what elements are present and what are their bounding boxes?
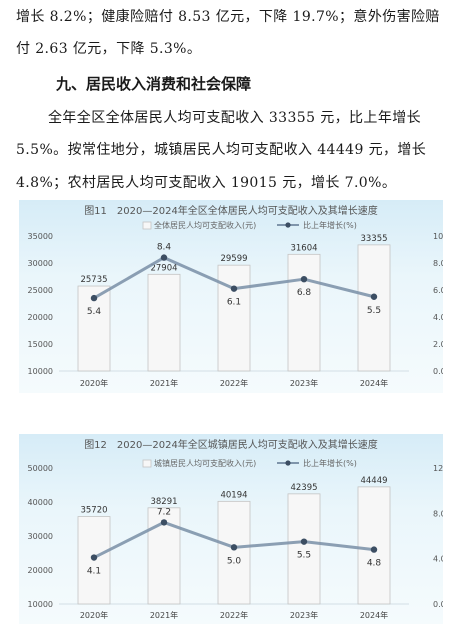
bar — [287, 253, 321, 372]
bar — [217, 264, 251, 372]
chart-figure-12: 图12 2020—2024年全区城镇居民人均可支配收入及其增长速度城镇居民人均可… — [19, 434, 443, 624]
bar-value-label: 42395 — [290, 483, 317, 493]
y-left-tick-label: 40000 — [28, 498, 53, 507]
chart-figure-11: 图11 2020—2024年全区全体居民人均可支配收入及其增长速度全体居民人均可… — [19, 200, 443, 393]
chart-12-svg: 图12 2020—2024年全区城镇居民人均可支配收入及其增长速度城镇居民人均可… — [28, 438, 443, 620]
chart-title: 图12 2020—2024年全区城镇居民人均可支配收入及其增长速度 — [84, 438, 378, 451]
y-left-tick-label: 30000 — [28, 532, 53, 541]
y-right-tick-label: 8.0 — [433, 509, 443, 518]
y-left-tick-label: 20000 — [28, 313, 53, 322]
y-left-tick-label: 10000 — [28, 367, 53, 376]
body-text-line-3: 全年全区全体居民人均可支配收入 33355 元，比上年增长 — [48, 110, 422, 126]
bar-value-label: 44449 — [360, 476, 387, 486]
y-right-tick-label: 6.0 — [433, 286, 443, 295]
line-value-label: 5.5 — [367, 306, 381, 316]
chart-11-svg: 图11 2020—2024年全区全体居民人均可支配收入及其增长速度全体居民人均可… — [28, 204, 443, 388]
line-point — [370, 546, 378, 553]
x-tick-label: 2023年 — [290, 378, 318, 388]
bar-value-label: 40194 — [220, 490, 247, 500]
x-tick-label: 2023年 — [290, 610, 318, 620]
y-left-tick-label: 15000 — [28, 340, 53, 349]
bar-value-label: 31604 — [290, 243, 317, 253]
bar — [357, 244, 391, 372]
line-value-label: 5.4 — [87, 307, 102, 317]
bar-value-label: 33355 — [360, 234, 387, 244]
bar — [147, 507, 181, 605]
y-left-tick-label: 20000 — [28, 566, 53, 575]
body-text-line-1: 增长 8.2%；健康险赔付 8.53 亿元，下降 19.7%；意外伤害险赔 — [16, 9, 440, 25]
bar — [217, 500, 251, 605]
line-point — [300, 538, 308, 545]
legend-bar-label: 全体居民人均可支配收入(元) — [154, 220, 256, 230]
line-value-label: 8.4 — [157, 243, 172, 253]
y-right-tick-label: 2.0 — [433, 340, 443, 349]
line-point — [370, 293, 378, 300]
chart-title: 图11 2020—2024年全区全体居民人均可支配收入及其增长速度 — [84, 204, 378, 217]
bar-value-label: 35720 — [80, 506, 107, 516]
line-point — [90, 294, 98, 302]
line-point — [230, 285, 238, 292]
x-tick-label: 2022年 — [220, 610, 248, 620]
bar-value-label: 25735 — [80, 275, 107, 285]
legend-bar-swatch — [142, 459, 152, 468]
legend-bar-swatch — [142, 221, 152, 230]
line-value-label: 6.8 — [297, 288, 312, 298]
line-value-label: 5.5 — [297, 551, 311, 561]
line-point — [160, 254, 168, 261]
x-tick-label: 2024年 — [360, 378, 388, 388]
line-value-label: 4.1 — [87, 567, 101, 577]
line-point — [160, 519, 168, 526]
legend-line-label: 比上年增长(%) — [303, 220, 357, 230]
y-left-tick-label: 30000 — [28, 259, 53, 268]
line-point — [300, 276, 308, 283]
bar — [287, 493, 321, 605]
body-text-line-2: 付 2.63 亿元，下降 5.3%。 — [16, 41, 202, 57]
bar — [357, 486, 391, 605]
legend-line-label: 比上年增长(%) — [303, 458, 357, 468]
legend-bar-label: 城镇居民人均可支配收入(元) — [154, 458, 256, 468]
line-value-label: 4.8 — [367, 559, 382, 569]
x-tick-label: 2021年 — [150, 610, 178, 620]
y-right-tick-label: 10.0 — [433, 232, 443, 241]
legend-line-marker — [285, 222, 291, 228]
bar-value-label: 38291 — [150, 497, 177, 507]
y-right-tick-label: 4.0 — [433, 555, 443, 564]
bar — [147, 273, 181, 372]
y-left-tick-label: 50000 — [28, 464, 53, 473]
x-tick-label: 2020年 — [80, 610, 108, 620]
body-text-line-5: 4.8%；农村居民人均可支配收入 19015 元，增长 7.0%。 — [16, 175, 397, 191]
x-tick-label: 2020年 — [80, 378, 108, 388]
x-tick-label: 2022年 — [220, 378, 248, 388]
y-left-tick-label: 25000 — [28, 286, 53, 295]
section-heading: 九、居民收入消费和社会保障 — [56, 75, 252, 93]
line-value-label: 5.0 — [227, 556, 242, 566]
body-text-line-4: 5.5%。按常住地分，城镇居民人均可支配收入 44449 元，增长 — [16, 142, 427, 158]
line-point — [90, 554, 98, 561]
x-tick-label: 2021年 — [150, 378, 178, 388]
y-right-tick-label: 12.0 — [433, 464, 443, 473]
bar-value-label: 29599 — [220, 254, 247, 264]
bar-value-label: 27904 — [150, 263, 177, 273]
line-value-label: 7.2 — [157, 507, 171, 517]
y-left-tick-label: 10000 — [28, 600, 53, 609]
y-right-tick-label: 0.0 — [433, 367, 443, 376]
line-value-label: 6.1 — [227, 298, 241, 308]
legend-line-marker — [285, 460, 291, 466]
y-right-tick-label: 8.0 — [433, 259, 443, 268]
line-point — [230, 544, 238, 551]
y-right-tick-label: 0.0 — [433, 600, 443, 609]
y-right-tick-label: 4.0 — [433, 313, 443, 322]
x-tick-label: 2024年 — [360, 610, 388, 620]
y-left-tick-label: 35000 — [28, 232, 53, 241]
